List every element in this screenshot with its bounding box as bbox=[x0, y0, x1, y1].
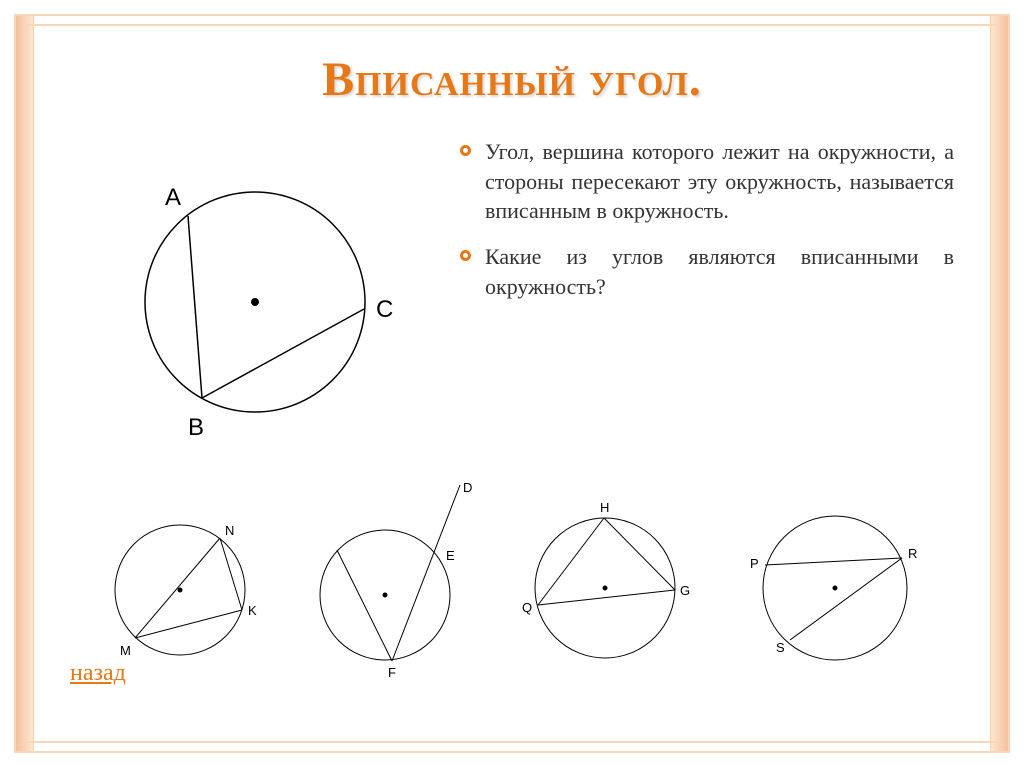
label-q: Q bbox=[522, 600, 532, 615]
label-s: S bbox=[776, 640, 785, 655]
label-m: M bbox=[120, 643, 131, 658]
small-diagram-1: N K M bbox=[90, 480, 280, 670]
label-n: N bbox=[225, 523, 234, 538]
label-d: D bbox=[463, 480, 472, 495]
label-k: K bbox=[248, 603, 257, 618]
small-diagram-3: H G Q bbox=[500, 480, 710, 670]
back-link[interactable]: назад bbox=[70, 660, 126, 687]
label-r: R bbox=[908, 546, 917, 561]
label-p: P bbox=[750, 556, 759, 571]
label-h: H bbox=[600, 500, 609, 515]
bottom-diagrams-row: N K M D E F H G Q R P S bbox=[90, 480, 954, 680]
label-g: G bbox=[680, 583, 690, 598]
label-e: E bbox=[446, 548, 455, 563]
small-diagram-4: R P S bbox=[720, 480, 950, 670]
label-f: F bbox=[388, 665, 396, 680]
small-diagram-2: D E F bbox=[290, 480, 490, 680]
